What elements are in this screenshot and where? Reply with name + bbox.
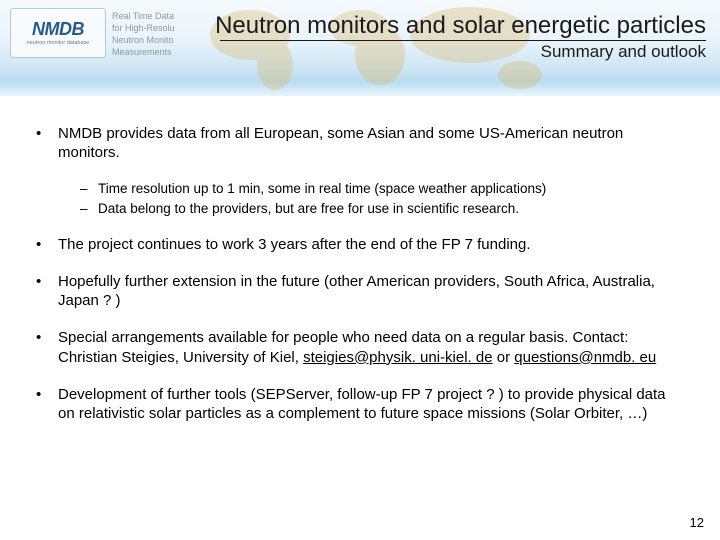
bullet-marker: • (36, 235, 58, 254)
bullet-item: • Hopefully further extension in the fut… (36, 272, 684, 310)
bullet-text: Hopefully further extension in the futur… (58, 272, 684, 310)
sub-bullet-text: Data belong to the providers, but are fr… (98, 200, 519, 217)
tagline-line: for High-Resolu (112, 22, 175, 34)
bullet-marker: • (36, 328, 58, 366)
bullet-text: NMDB provides data from all European, so… (58, 124, 684, 162)
nmdb-logo: NMDB neutron monitor database (10, 8, 106, 58)
bullet-marker: • (36, 124, 58, 162)
bullet-item: • The project continues to work 3 years … (36, 235, 684, 254)
page-number: 12 (690, 515, 704, 530)
bullet-marker: • (36, 385, 58, 423)
sub-bullet-text: Time resolution up to 1 min, some in rea… (98, 180, 546, 197)
logo-tagline: Real Time Data for High-Resolu Neutron M… (112, 10, 175, 59)
tagline-line: Real Time Data (112, 10, 175, 22)
tagline-line: Neutron Monito (112, 34, 175, 46)
slide-title: Neutron monitors and solar energetic par… (215, 12, 706, 40)
slide-body: • NMDB provides data from all European, … (0, 96, 720, 423)
title-underline (220, 40, 706, 41)
bullet-text: Special arrangements available for peopl… (58, 328, 684, 366)
bullet-text: Development of further tools (SEPServer,… (58, 385, 684, 423)
questions-email-link[interactable]: questions@nmdb. eu (514, 349, 656, 366)
bullet-item: • Development of further tools (SEPServe… (36, 385, 684, 423)
slide-header: NMDB neutron monitor database Real Time … (0, 0, 720, 96)
bullet-marker: • (36, 272, 58, 310)
logo-text: NMDB (32, 19, 84, 40)
sub-bullet-marker: – (80, 180, 98, 197)
sub-bullet-item: – Data belong to the providers, but are … (80, 200, 684, 217)
bullet-item: • Special arrangements available for peo… (36, 328, 684, 366)
sub-bullet-marker: – (80, 200, 98, 217)
bullet-item: • NMDB provides data from all European, … (36, 124, 684, 162)
contact-email-link[interactable]: steigies@physik. uni-kiel. de (303, 349, 492, 366)
sub-bullet-item: – Time resolution up to 1 min, some in r… (80, 180, 684, 197)
slide-subtitle: Summary and outlook (541, 42, 706, 62)
logo-subtext: neutron monitor database (27, 40, 90, 46)
sub-bullet-list: – Time resolution up to 1 min, some in r… (80, 180, 684, 217)
bullet-text-mid: or (493, 349, 515, 366)
bullet-text: The project continues to work 3 years af… (58, 235, 684, 254)
tagline-line: Measurements (112, 46, 175, 58)
